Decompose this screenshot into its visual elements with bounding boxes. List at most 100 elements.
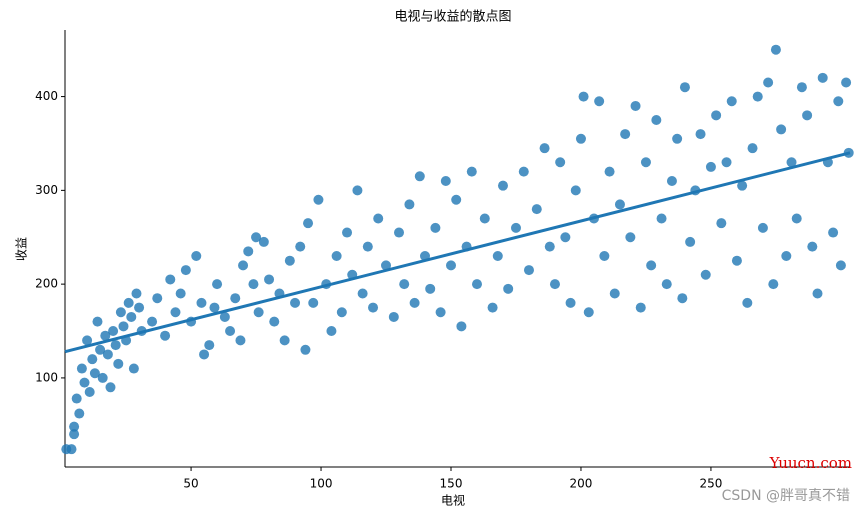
y-axis-label: 收益 [15,237,29,261]
point [79,377,90,388]
point [238,260,249,271]
point [381,260,392,271]
point [300,344,311,355]
point [279,335,290,346]
point [757,222,768,233]
point [336,307,347,318]
point [303,218,314,229]
point [295,241,306,252]
point [191,251,202,262]
point [599,251,610,262]
point [100,330,111,341]
point [614,199,625,210]
point [835,260,846,271]
point [115,307,126,318]
watermark: Yuucn.com [769,454,852,472]
point [362,241,373,252]
regression-line [64,151,851,354]
point [560,232,571,243]
point [435,307,446,318]
point [705,161,716,172]
point [651,115,662,126]
point [456,321,467,332]
x-tick-label: 100 [310,477,333,491]
point [630,100,641,111]
y-tick-label: 400 [35,89,58,103]
point [565,297,576,308]
point [791,213,802,224]
point [92,316,103,327]
point [87,354,98,365]
point [833,96,844,107]
point [677,293,688,304]
point [165,274,176,285]
point [555,157,566,168]
point [711,110,722,121]
point [84,386,95,397]
watermark: CSDN @胖哥真不错 [722,488,850,504]
point [726,96,737,107]
point [661,279,672,290]
point [656,213,667,224]
point [549,279,560,290]
point [97,372,108,383]
point [721,157,732,168]
point [425,283,436,294]
point [570,185,581,196]
point [620,129,631,140]
point [134,302,145,313]
point [399,279,410,290]
y-tick-label: 200 [35,277,58,291]
point [763,77,774,88]
point [640,157,651,168]
point [679,82,690,93]
point [466,166,477,177]
point [313,194,324,205]
point [89,368,100,379]
point [737,180,748,191]
point [695,129,706,140]
point [742,297,753,308]
point [414,171,425,182]
point [308,297,319,308]
point [539,143,550,154]
point [841,77,852,88]
point [373,213,384,224]
point [807,241,818,252]
point [180,265,191,276]
point [817,72,828,83]
point [368,302,379,313]
point [253,307,264,318]
point [76,363,87,374]
point [326,326,337,337]
point [685,236,696,247]
point [446,260,457,271]
point [258,236,269,247]
point [175,288,186,299]
chart-title: 电视与收益的散点图 [394,9,511,25]
point [503,283,514,294]
point [199,349,210,360]
x-tick-label: 50 [183,477,198,491]
point [394,227,405,238]
y-tick-label: 300 [35,183,58,197]
point [248,279,259,290]
point [388,311,399,322]
point [604,166,615,177]
point [212,279,223,290]
point [102,349,113,360]
point [700,269,711,280]
point [583,307,594,318]
point [118,321,129,332]
point [635,302,646,313]
point [69,421,80,432]
point [666,175,677,186]
point [404,199,415,210]
point [672,133,683,144]
point [770,44,781,55]
point [74,408,85,419]
point [196,297,207,308]
point [768,279,779,290]
point [786,157,797,168]
